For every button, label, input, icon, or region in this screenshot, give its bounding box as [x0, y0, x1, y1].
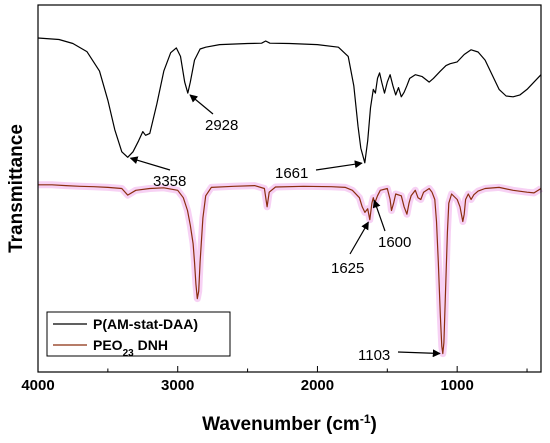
- legend-label-p-am-stat-daa: P(AM-stat-DAA): [93, 316, 198, 332]
- series-layer: [37, 37, 542, 355]
- legend-label-peo23-dnh: PEO23 DNH: [93, 337, 168, 359]
- x-tick-label: 2000: [301, 377, 334, 394]
- peak-label-3358: 3358: [153, 173, 186, 190]
- series-line-0: [37, 37, 542, 164]
- series-line-1: [38, 184, 542, 355]
- x-axis-title: Wavenumber (cm-1): [202, 412, 377, 435]
- peak-label-1661: 1661: [275, 165, 308, 182]
- legend: P(AM-stat-DAA) PEO23 DNH: [46, 311, 231, 359]
- peak-arrow-1625: [349, 221, 369, 255]
- peak-arrow-3358: [129, 156, 171, 171]
- plot-area-frame: [37, 4, 542, 373]
- peak-label-1625: 1625: [331, 260, 364, 277]
- peak-label-1600: 1600: [378, 234, 411, 251]
- peak-arrow-2928: [189, 94, 214, 115]
- x-tick-label: 1000: [440, 377, 473, 394]
- peak-label-1103: 1103: [358, 347, 390, 364]
- x-tick-label: 3000: [161, 377, 194, 394]
- peak-label-2928: 2928: [205, 117, 238, 134]
- x-axis: 4000 3000 2000 1000: [21, 366, 528, 394]
- x-tick-label: 4000: [21, 377, 54, 394]
- legend-box: [46, 311, 231, 357]
- peak-arrow-1600: [372, 199, 386, 232]
- peak-annotations: 3358 2928 1661 1625 1600 1103: [129, 94, 441, 364]
- y-axis-title: Transmittance: [6, 124, 27, 253]
- peak-arrow-1103: [397, 349, 441, 358]
- peak-arrow-1661: [315, 160, 363, 171]
